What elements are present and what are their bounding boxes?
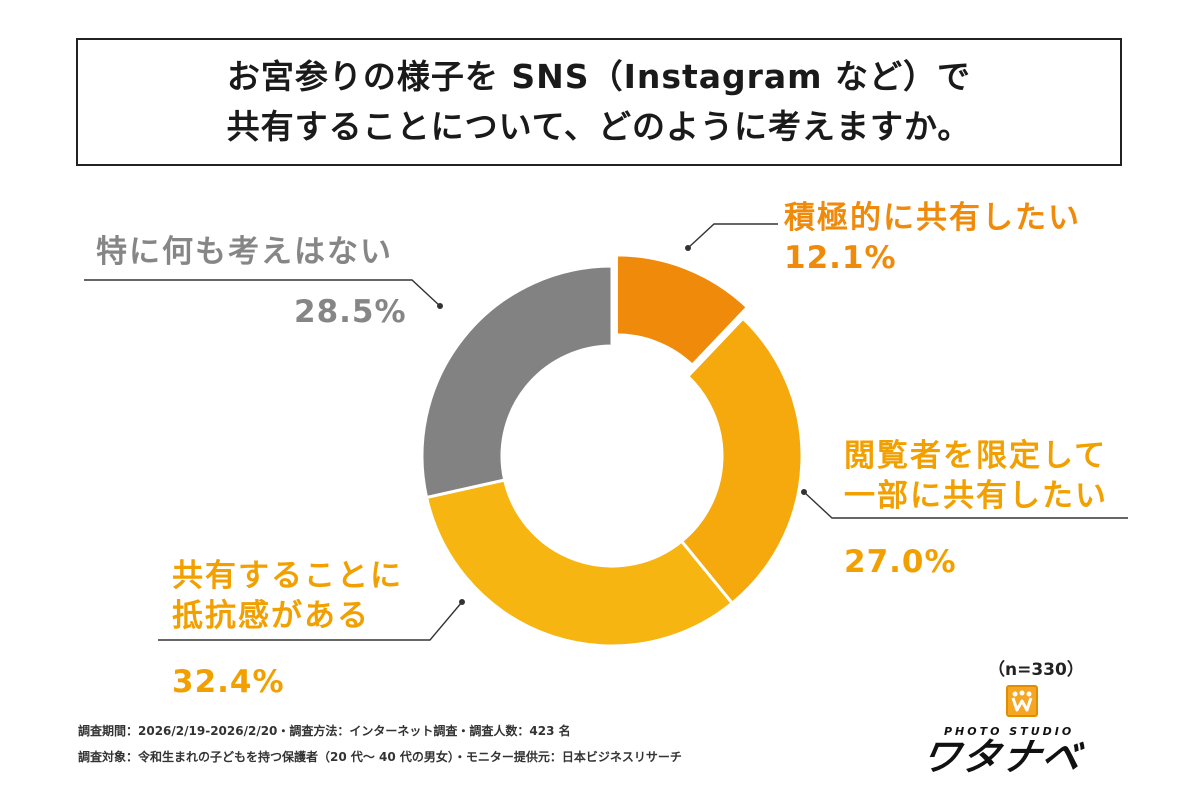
- studio-logo-main: ワタナベ: [918, 735, 1086, 779]
- label-share-limited-text-1: 閲覧者を限定して: [844, 438, 1108, 474]
- leader-share-actively: [687, 223, 778, 249]
- label-reluctant-text-2: 抵抗感がある: [172, 598, 370, 634]
- label-no-thoughts-text: 特に何も考えはない: [96, 234, 393, 270]
- label-no-thoughts: 特に何も考えはない 28.5%: [96, 232, 407, 332]
- leader-share-actively-dot: [685, 245, 691, 251]
- survey-period-note: 調査期間：2026/2/19-2026/2/20・調査方法：インターネット調査・…: [78, 724, 571, 738]
- leader-share-limited-dot: [801, 489, 807, 495]
- leader-no-thoughts: [84, 279, 441, 307]
- label-reluctant: 共有することに 抵抗感がある 32.4%: [172, 556, 403, 702]
- label-share-limited: 閲覧者を限定して 一部に共有したい 27.0%: [844, 436, 1108, 582]
- question-title-line-1: お宮参りの様子を SNS（Instagram など）で: [226, 57, 972, 96]
- label-no-thoughts-pct: 28.5%: [294, 294, 407, 330]
- donut-slice-reluctant: [424, 478, 735, 648]
- question-title-box: お宮参りの様子を SNS（Instagram など）で 共有することについて、ど…: [76, 38, 1122, 166]
- label-share-actively-pct: 12.1%: [784, 240, 897, 276]
- leader-reluctant: [158, 601, 463, 641]
- label-reluctant-text-1: 共有することに: [172, 558, 403, 594]
- label-share-actively: 積極的に共有したい 12.1%: [784, 198, 1081, 278]
- leader-share-limited: [803, 491, 1128, 519]
- leader-reluctant-dot: [459, 599, 465, 605]
- donut-slice-no-thoughts: [420, 264, 614, 500]
- leader-no-thoughts-dot: [437, 303, 443, 309]
- studio-logo-icon: [1006, 685, 1038, 717]
- question-title-line-2: 共有することについて、どのように考えますか。: [226, 107, 972, 146]
- donut-slice-share-actively: [614, 253, 750, 368]
- studio-logo-sub: PHOTO STUDIO: [944, 725, 1075, 738]
- sample-size-label: （n=330）: [988, 660, 1084, 680]
- survey-target-note: 調査対象：令和生まれの子どもを持つ保護者（20 代〜 40 代の男女）・モニター…: [78, 750, 682, 764]
- donut-slice-share-limited: [679, 316, 804, 606]
- label-share-limited-text-2: 一部に共有したい: [844, 478, 1108, 514]
- label-reluctant-pct: 32.4%: [172, 664, 285, 700]
- label-share-actively-text: 積極的に共有したい: [784, 200, 1081, 236]
- label-share-limited-pct: 27.0%: [844, 544, 957, 580]
- crown-w-icon: [1011, 690, 1033, 712]
